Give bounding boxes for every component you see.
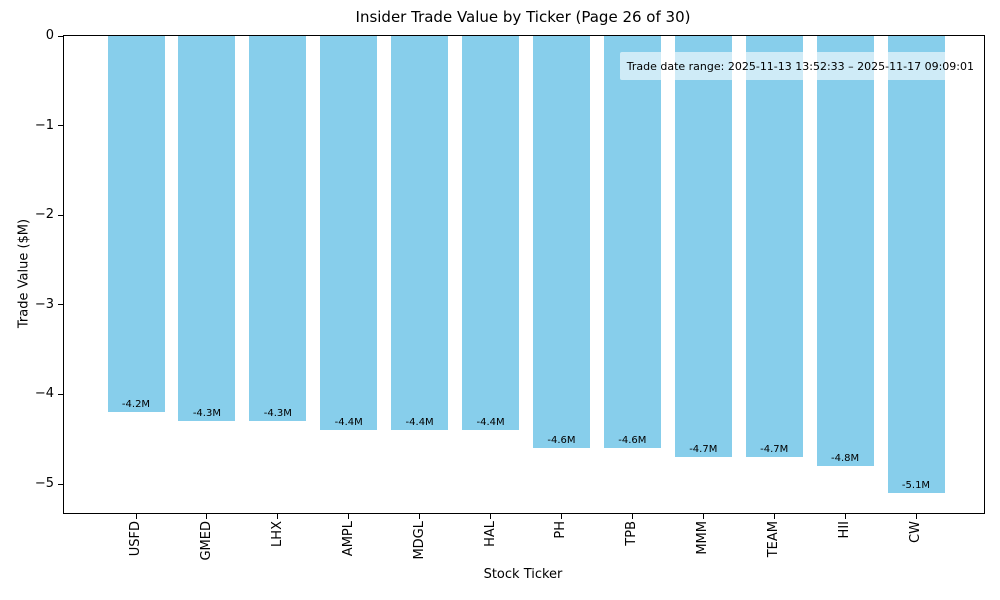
bar-value-label: -4.8M bbox=[831, 453, 860, 465]
y-axis-label: Trade Value ($M) bbox=[16, 218, 32, 329]
bar-gmed: -4.3M bbox=[178, 36, 236, 422]
bar-value-label: -4.7M bbox=[689, 444, 718, 456]
bar-team: -4.7M bbox=[745, 36, 803, 458]
y-tick-label-5: −5 bbox=[34, 476, 54, 491]
trade-date-range-text: Trade date range: 2025-11-13 13:52:33 – … bbox=[626, 59, 974, 73]
y-tick-mark bbox=[58, 483, 63, 485]
x-tick-label-hii: HII bbox=[837, 521, 853, 539]
x-tick-mark bbox=[277, 514, 279, 519]
y-tick-mark bbox=[58, 393, 63, 395]
x-tick-label-mdgl: MDGL bbox=[411, 521, 427, 560]
x-tick-label-mmm: MMM bbox=[695, 521, 711, 555]
y-tick-label-3: −3 bbox=[34, 296, 54, 312]
bar-lhx: -4.3M bbox=[249, 36, 307, 422]
x-tick-label-hal: HAL bbox=[482, 521, 498, 547]
y-tick-label-1: −1 bbox=[34, 117, 54, 133]
chart-title: Insider Trade Value by Ticker (Page 26 o… bbox=[355, 8, 691, 26]
y-tick-label-4: −4 bbox=[34, 386, 54, 402]
x-tick-mark bbox=[915, 514, 917, 519]
bar-hii: -4.8M bbox=[816, 36, 874, 467]
y-tick-mark bbox=[58, 304, 63, 306]
x-axis-label: Stock Ticker bbox=[483, 567, 563, 582]
bar-mmm: -4.7M bbox=[674, 36, 732, 458]
bar-ph: -4.6M bbox=[532, 36, 590, 449]
y-tick-label-2: −2 bbox=[34, 207, 54, 223]
x-tick-mark bbox=[560, 514, 562, 519]
bar-value-label: -4.6M bbox=[618, 435, 647, 447]
x-tick-label-team: TEAM bbox=[766, 521, 782, 558]
x-tick-label-usfd: USFD bbox=[128, 521, 143, 557]
bar-value-label: -4.2M bbox=[121, 399, 151, 411]
bar-value-label: -4.3M bbox=[263, 408, 292, 420]
bar-value-label: -4.3M bbox=[192, 408, 221, 420]
bar-ampl: -4.4M bbox=[320, 36, 378, 431]
bar-usfd: -4.2M bbox=[107, 36, 165, 413]
x-tick-mark bbox=[348, 514, 350, 519]
x-tick-mark bbox=[631, 514, 633, 519]
x-tick-label-gmed: GMED bbox=[198, 521, 214, 561]
y-tick-mark bbox=[58, 125, 63, 127]
x-tick-label-lhx: LHX bbox=[269, 521, 285, 547]
bar-value-label: -4.4M bbox=[405, 417, 434, 429]
x-tick-mark bbox=[490, 514, 492, 519]
bar-value-label: -5.1M bbox=[901, 480, 931, 491]
bar-tpb: -4.6M bbox=[603, 36, 661, 449]
y-tick-mark bbox=[58, 214, 63, 216]
bar-value-label: -4.6M bbox=[547, 435, 576, 447]
x-tick-mark bbox=[773, 514, 775, 519]
x-tick-mark bbox=[702, 514, 704, 519]
trade-date-range-annotation: Trade date range: 2025-11-13 13:52:33 – … bbox=[619, 52, 981, 80]
bar-hal: -4.4M bbox=[462, 36, 520, 431]
bar-cw: -5.1M bbox=[887, 36, 945, 493]
x-tick-label-cw: CW bbox=[908, 521, 923, 543]
x-tick-mark bbox=[844, 514, 846, 519]
bar-value-label: -4.7M bbox=[760, 444, 789, 456]
x-tick-label-tpb: TPB bbox=[624, 521, 640, 546]
x-tick-mark bbox=[135, 514, 137, 519]
bar-mdgl: -4.4M bbox=[391, 36, 449, 431]
x-tick-label-ampl: AMPL bbox=[340, 521, 356, 557]
bar-value-label: -4.4M bbox=[334, 417, 363, 429]
y-tick-mark bbox=[58, 35, 63, 37]
bar-value-label: -4.4M bbox=[476, 417, 505, 429]
x-tick-mark bbox=[419, 514, 421, 519]
x-tick-label-ph: PH bbox=[553, 521, 569, 539]
y-tick-label-0: 0 bbox=[45, 28, 54, 43]
x-tick-mark bbox=[206, 514, 208, 519]
plot-area: -4.2M USFD -4.3M GMED -4.3M LHX -4.4M AMPL -4.4M… bbox=[35, 28, 985, 561]
